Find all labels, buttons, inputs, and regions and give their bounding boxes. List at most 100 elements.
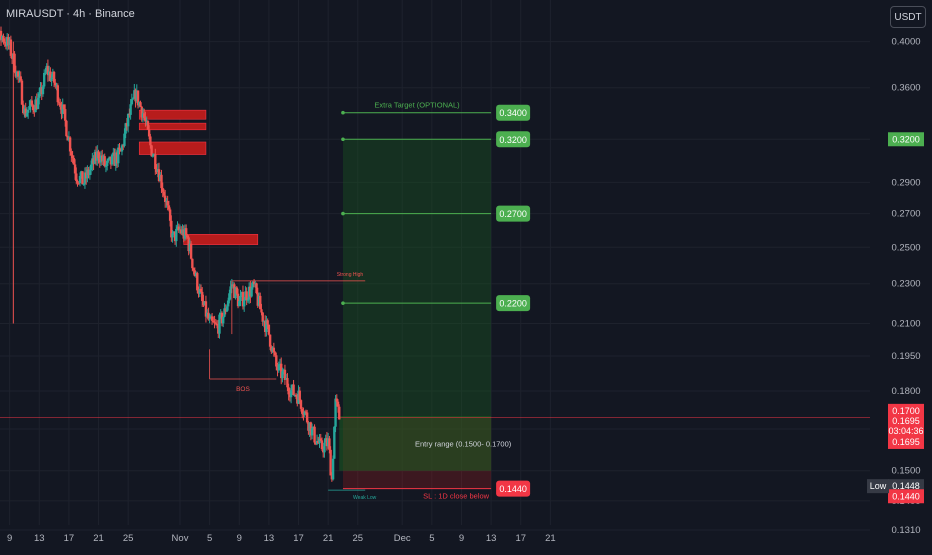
candle-body [236,293,240,307]
candle-body [319,438,322,441]
candle-body [45,65,48,73]
candle-body [0,30,3,40]
candle-body [250,287,253,297]
candle-body [63,109,67,121]
candle-body [312,426,315,429]
candle-body [150,145,153,157]
candle-body [135,90,138,102]
candle-body [223,308,226,317]
candle-body [117,147,120,164]
candle-body [315,440,319,445]
candle-body [49,71,52,82]
candle-body [329,449,332,476]
candle-body [270,346,273,352]
candle-body [205,312,209,317]
candle-body [35,99,38,110]
price-tick-label: 0.2500 [891,242,920,253]
candle-body [292,384,295,395]
time-tick-label: 13 [486,533,497,544]
candle-body [157,169,161,182]
candle-body [197,290,200,294]
candle-body [214,322,218,324]
candle-body [256,293,259,306]
candle-body [309,422,313,436]
candle-body [141,113,145,118]
candle-body [297,390,300,404]
candle-body [114,152,118,166]
supply-zone [138,109,207,120]
candle-body [215,323,219,326]
candle-body [281,371,284,379]
candle-body [30,100,34,106]
candle-body [278,363,282,365]
candle-body [131,98,135,100]
candle-body [83,172,87,184]
price-axis[interactable]: 0.4000 0.3600 0.3200 0.2900 0.2700 0.2500 0.23… [867,37,924,555]
target-price-text: 0.2200 [499,299,527,309]
candle-body [59,103,62,107]
grid [0,0,870,531]
candle-body [328,438,331,450]
candle-body [201,291,204,302]
candle-body [338,406,341,420]
candle-body [104,165,108,167]
price-tick-label: 0.2700 [891,209,920,220]
candle-body [29,100,32,107]
candle-body [92,158,95,164]
candle-body [139,102,142,107]
candle-body [5,37,9,47]
candle-body [287,387,290,395]
candle-body [173,231,177,242]
time-tick-label: 21 [93,533,104,544]
candle-body [246,299,250,301]
target-price-text: 0.3400 [499,108,527,118]
candle-body [175,228,178,242]
time-tick-label: 25 [352,533,363,544]
candle-body [212,320,215,323]
candle-body [272,347,276,353]
candle-body [152,154,156,156]
candle-body [259,295,262,310]
candle-body [125,123,129,127]
price-axis-tag-text: 0.1695 [892,437,920,447]
candle-body [298,390,301,401]
candle-body [126,113,130,127]
price-tick-label: 0.1500 [891,466,920,477]
candle-body [28,106,31,110]
currency-button[interactable]: USDT [890,6,926,28]
time-axis[interactable]: 9 13 17 21 25 Nov 5 9 13 17 21 25 Dec 5 9 13 17 21 [7,533,556,544]
candle-body [202,301,205,306]
candle-body [103,156,106,167]
candle-body [133,90,136,99]
candle-body [242,300,246,307]
candle-body [228,293,231,301]
candle-body [10,55,14,59]
candle-body [184,228,188,236]
price-axis-tag-text: 0.1695 [892,416,920,426]
candle-body [307,422,310,431]
candle-body [19,76,22,81]
price-tick-label: 0.1800 [891,386,920,397]
candle-body [138,102,141,106]
candle-body [89,164,93,171]
candle-body [310,428,314,436]
market-structure: Strong High BOS Weak Low [209,272,377,501]
candle-body [209,316,213,319]
price-axis-tag [888,434,924,449]
candle-body [14,72,18,77]
candle-body [170,220,173,238]
candle-body [107,158,110,161]
candle-body [142,113,146,118]
candle-body [24,108,27,117]
candle-body [66,136,69,141]
candle-body [218,314,221,334]
candle-body [273,352,277,356]
target-dot [341,110,345,115]
entry-range-label: Entry range (0.1500- 0.1700) [415,439,512,448]
candle-body [50,77,53,82]
candle-body [56,85,59,103]
price-axis-tag [888,489,924,504]
candle-body [3,41,6,43]
